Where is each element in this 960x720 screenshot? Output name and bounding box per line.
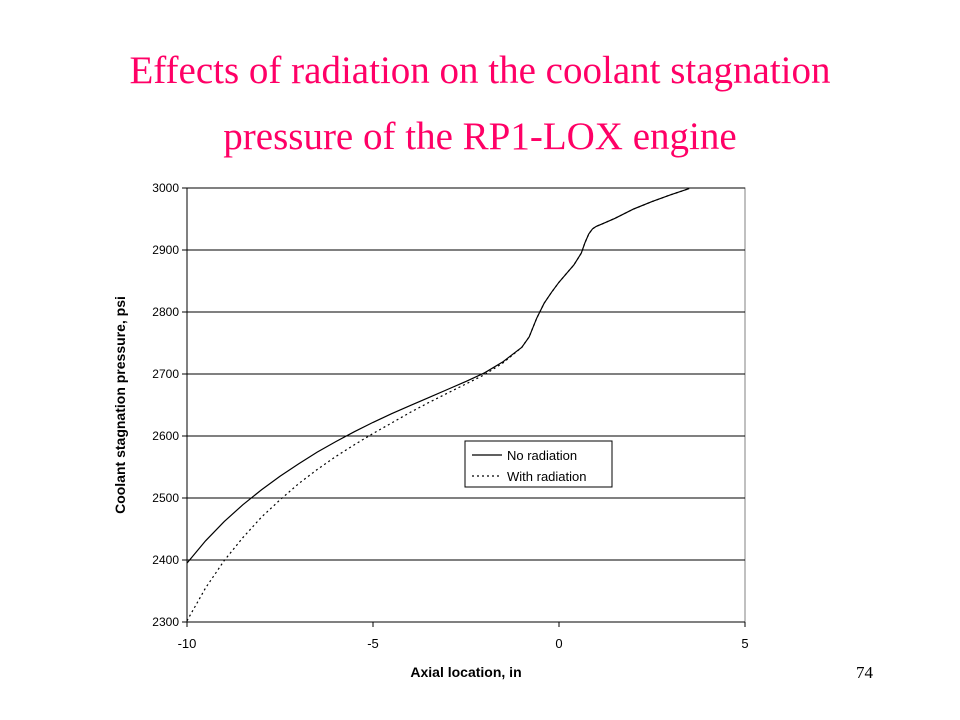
y-tick-label: 2500 — [152, 491, 179, 505]
x-tick-label: 5 — [741, 636, 748, 651]
slide-title: Effects of radiation on the coolant stag… — [0, 38, 960, 170]
series-line-with-radiation — [186, 188, 690, 622]
x-axis-label: Axial location, in — [410, 664, 521, 680]
y-tick-label: 2300 — [152, 615, 179, 629]
legend-label-no-radiation: No radiation — [507, 448, 577, 463]
slide-title-line-1: Effects of radiation on the coolant stag… — [129, 49, 831, 92]
x-tick-label: -10 — [178, 636, 197, 651]
legend: No radiation With radiation — [464, 440, 613, 488]
y-axis-label: Coolant stagnation pressure, psi — [112, 296, 128, 514]
series-lines — [186, 188, 690, 622]
legend-label-with-radiation: With radiation — [507, 469, 586, 484]
x-tick-label: 0 — [555, 636, 562, 651]
plot-area — [186, 187, 746, 623]
tick-labels: 2300 2400 2500 2600 2700 2800 2900 3000 -10 -5 0 5 — [152, 181, 748, 651]
y-tick-label: 2400 — [152, 553, 179, 567]
y-tick-label: 2800 — [152, 305, 179, 319]
y-tick-label: 3000 — [152, 181, 179, 195]
axes — [182, 187, 746, 627]
slide-title-line-2: pressure of the RP1-LOX engine — [223, 115, 737, 158]
page-number: 74 — [856, 663, 873, 682]
y-tick-label: 2700 — [152, 367, 179, 381]
x-tick-label: -5 — [367, 636, 379, 651]
y-tick-label: 2900 — [152, 243, 179, 257]
legend-box — [464, 440, 613, 488]
y-tick-label: 2600 — [152, 429, 179, 443]
gridlines — [187, 187, 745, 561]
